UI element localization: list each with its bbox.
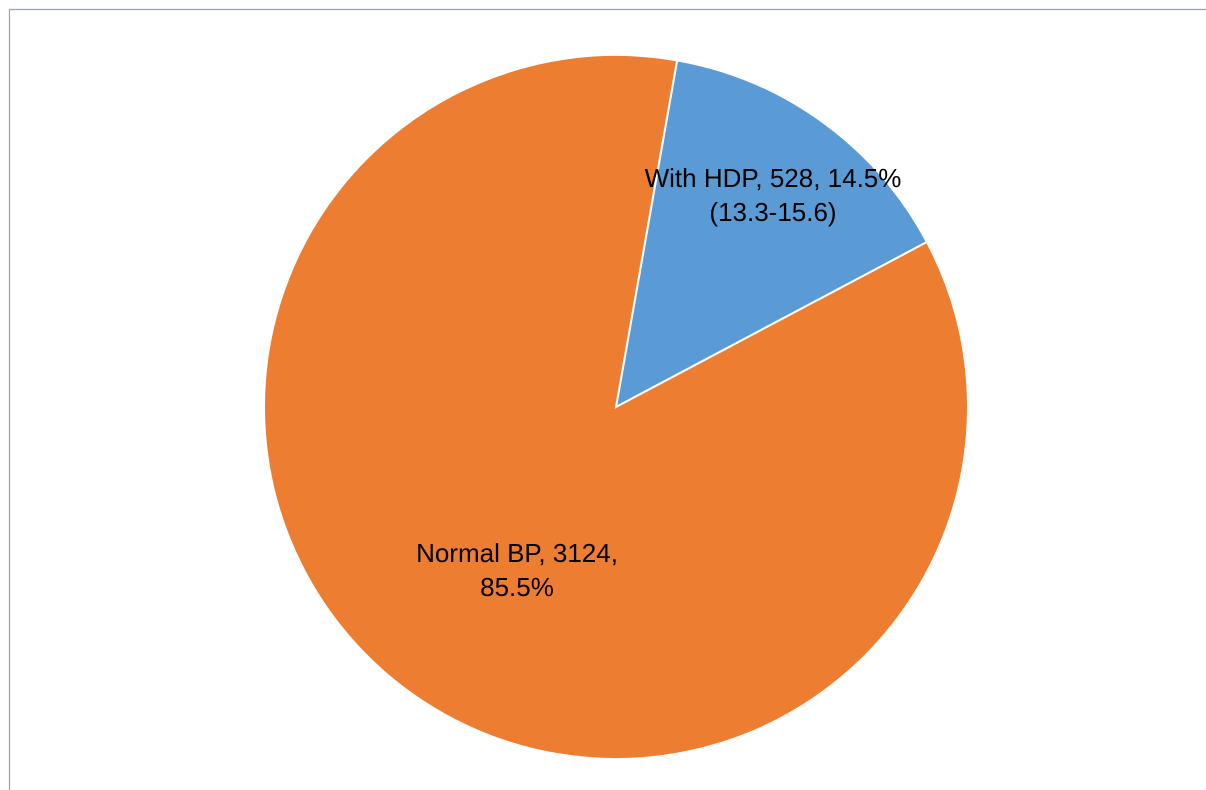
pie-slice: [614, 59, 929, 409]
chart-border: [8, 8, 1206, 790]
data-label: With HDP, 528, 14.5%(13.3-15.6): [644, 163, 902, 227]
pie-slice: [263, 54, 969, 760]
data-label: Normal BP, 3124, 85.5%: [416, 538, 618, 602]
